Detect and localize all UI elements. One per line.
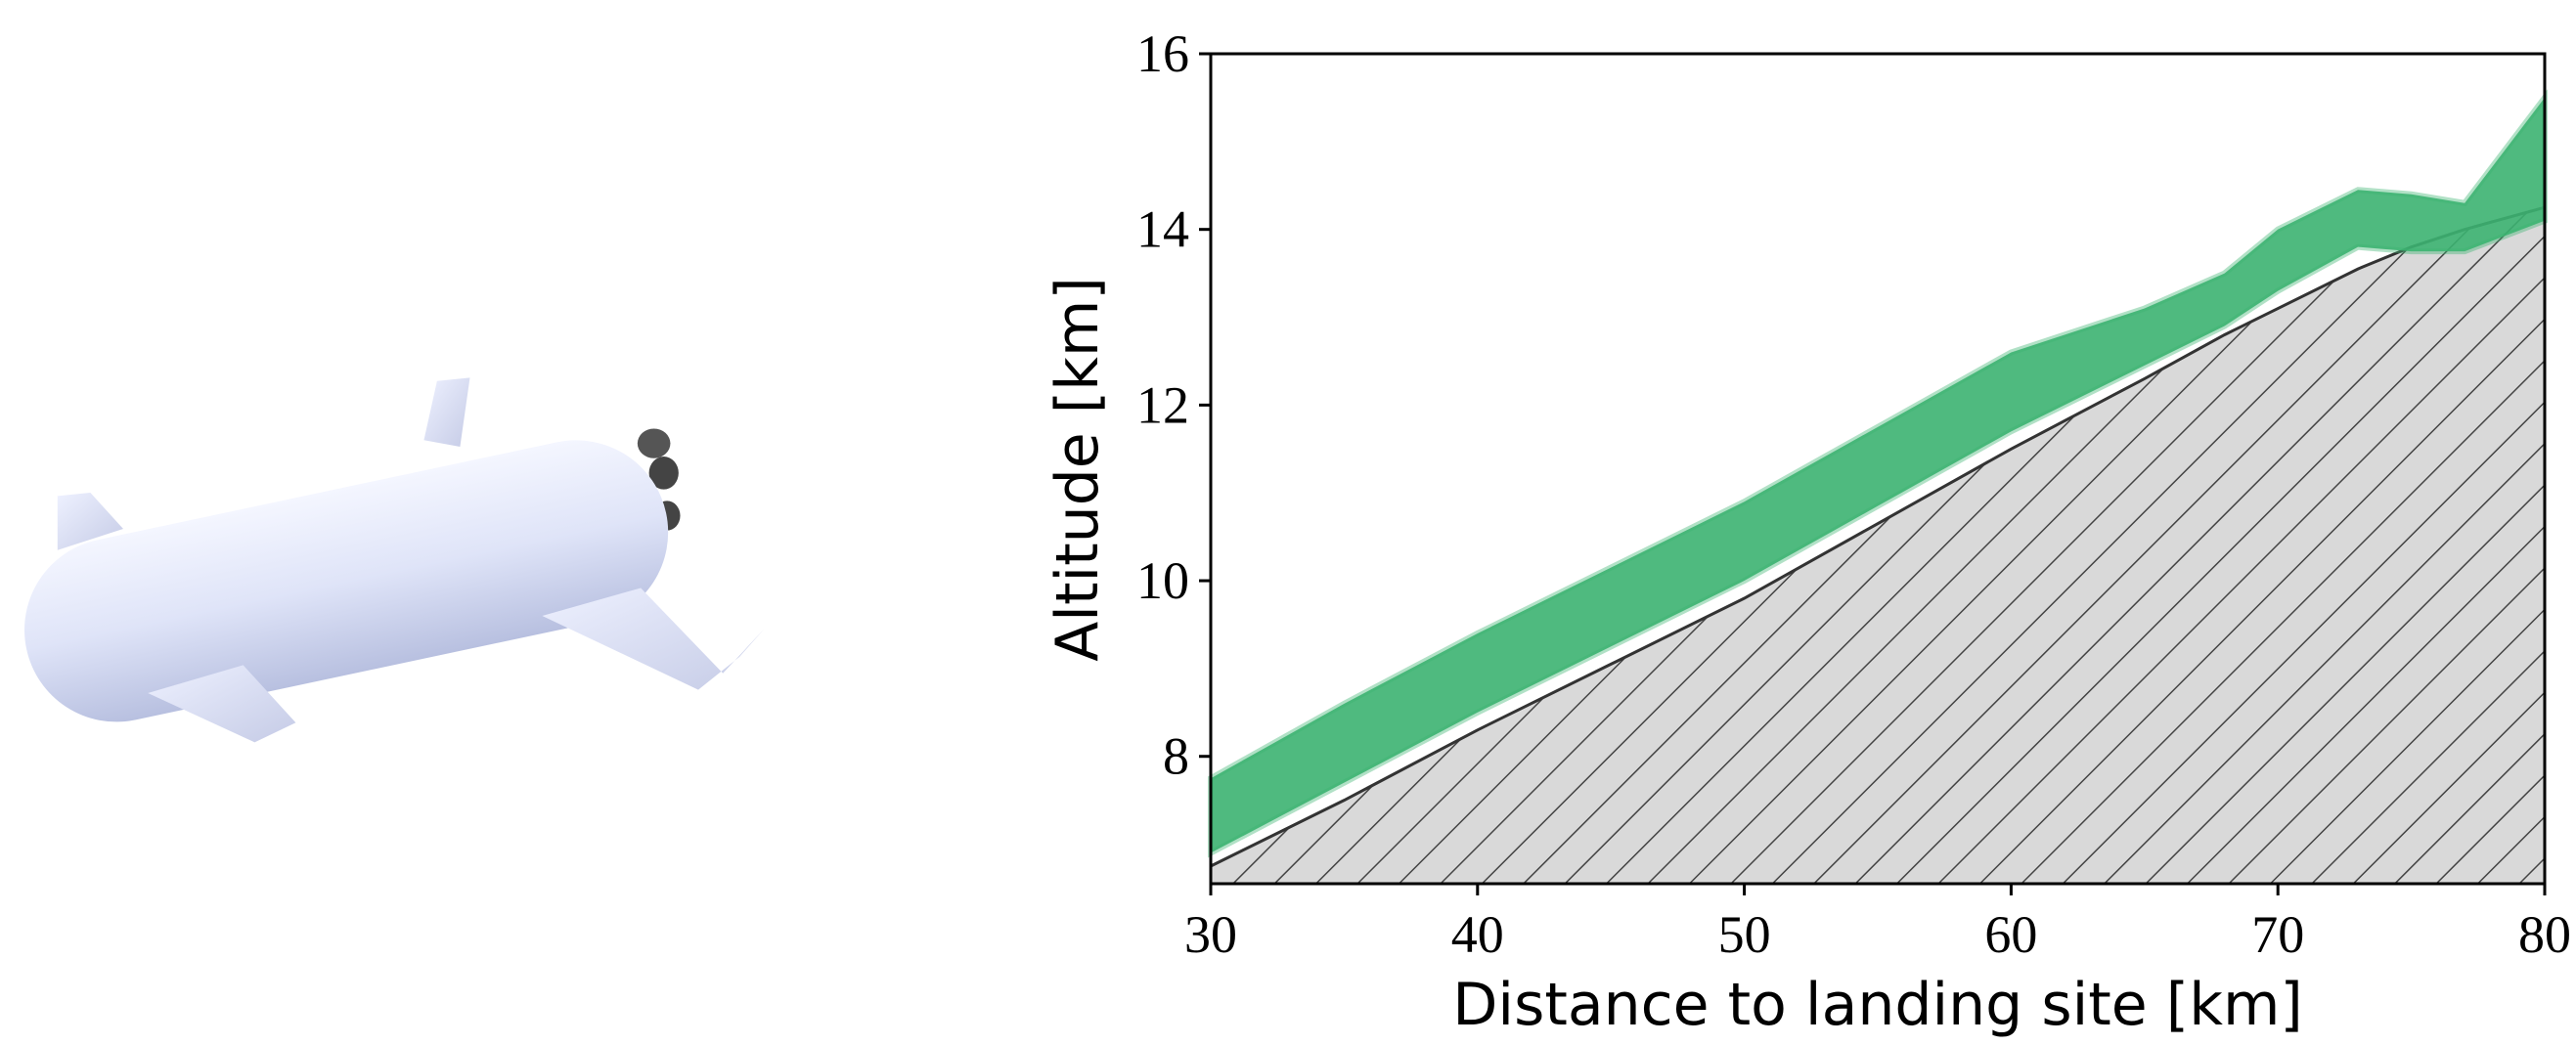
y-tick-label: 12 (1136, 375, 1189, 434)
y-tick-label: 16 (1136, 24, 1189, 83)
y-tick-label: 10 (1136, 551, 1189, 610)
x-tick-label: 40 (1451, 905, 1504, 964)
y-tick-label: 14 (1136, 200, 1189, 259)
x-axis-label: Distance to landing site [km] (1452, 971, 2303, 1039)
y-tick-label: 8 (1163, 727, 1189, 786)
vehicle-render (24, 377, 765, 743)
x-tick-label: 70 (2251, 905, 2304, 964)
x-tick-label: 80 (2518, 905, 2571, 964)
axes-frame (1209, 52, 2547, 886)
x-tick-label: 60 (1984, 905, 2037, 964)
x-tick-label: 30 (1184, 905, 1237, 964)
x-tick-label: 50 (1718, 905, 1771, 964)
terrain-fill (1211, 207, 2545, 884)
y-axis-label: Altitude [km] (1044, 277, 1112, 662)
plot (1208, 89, 2548, 884)
